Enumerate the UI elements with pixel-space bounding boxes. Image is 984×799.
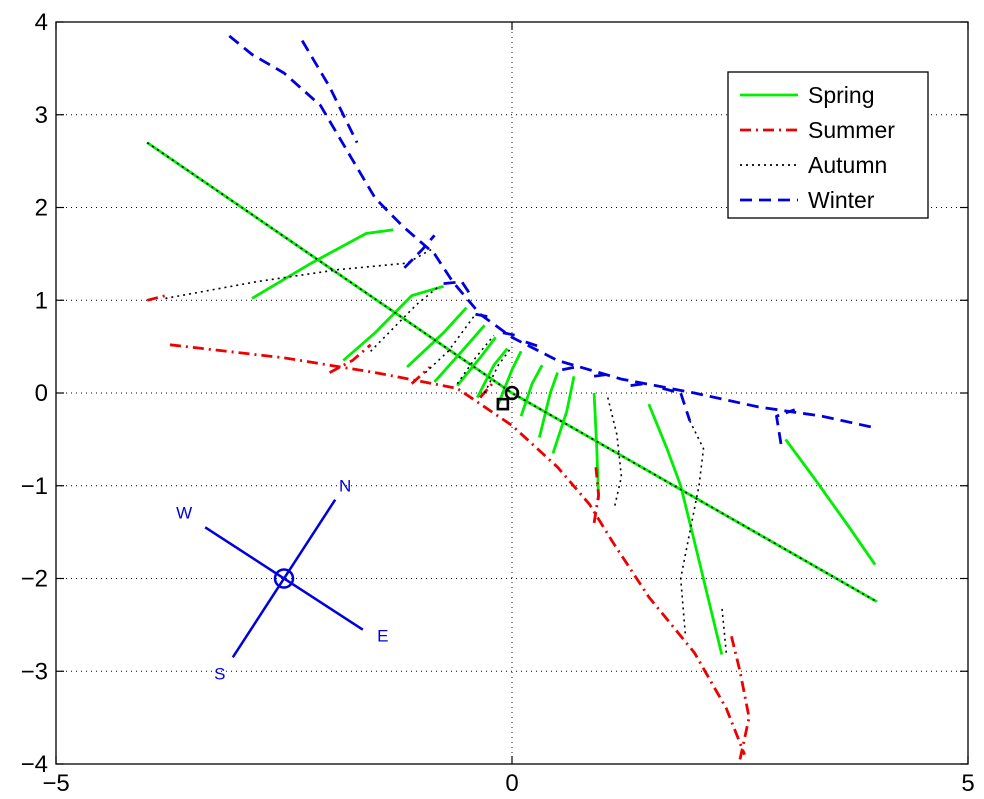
y-tick-label: 0 xyxy=(35,380,48,407)
compass-label-south: S xyxy=(214,664,225,683)
y-tick-label: 3 xyxy=(35,102,48,129)
legend-label-winter: Winter xyxy=(808,187,875,213)
legend-label-autumn: Autumn xyxy=(808,152,887,178)
series-line-winter xyxy=(631,384,645,386)
compass-label-north: N xyxy=(339,477,351,496)
y-tick-label: −3 xyxy=(21,658,48,685)
y-tick-label: 2 xyxy=(35,195,48,222)
y-tick-label: −1 xyxy=(21,473,48,500)
legend-label-spring: Spring xyxy=(808,82,874,108)
compass-label-west: W xyxy=(176,503,192,522)
y-tick-label: 1 xyxy=(35,287,48,314)
y-tick-label: −4 xyxy=(21,751,48,778)
x-tick-label: 0 xyxy=(505,770,518,797)
legend-label-summer: Summer xyxy=(808,117,895,143)
compass-label-east: E xyxy=(377,627,388,646)
x-tick-label: 5 xyxy=(961,770,974,797)
y-tick-label: 4 xyxy=(35,9,48,36)
series-line-winter xyxy=(594,374,608,376)
y-tick-label: −2 xyxy=(21,566,48,593)
legend: Spring Summer Autumn Winter xyxy=(728,72,928,218)
